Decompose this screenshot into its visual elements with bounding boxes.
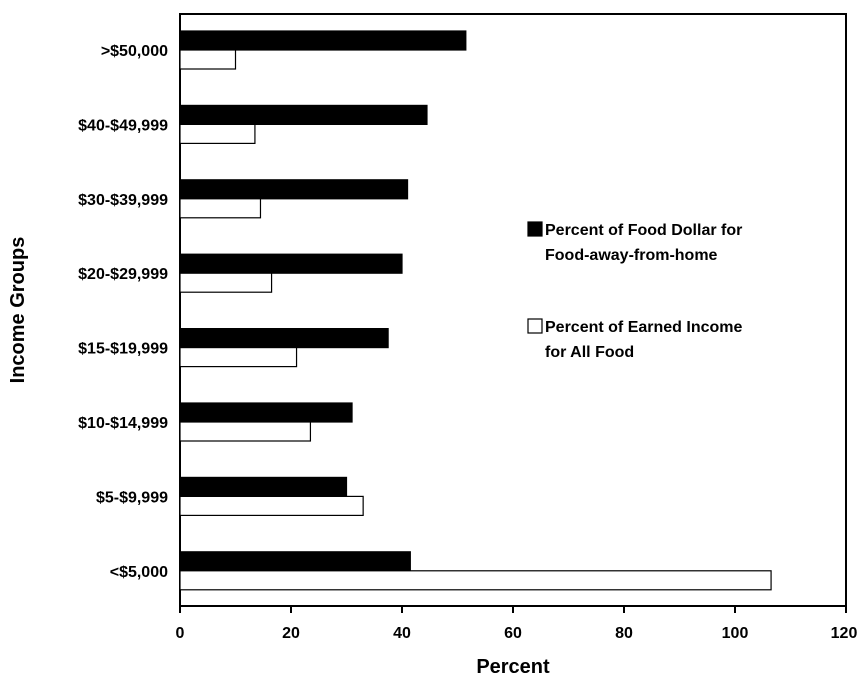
bar-food-away-50-000 xyxy=(179,30,467,51)
y-tick-label: $30-$39,999 xyxy=(78,192,168,209)
x-tick-label: 120 xyxy=(831,625,858,642)
bar-earned-income-40-49-999 xyxy=(179,123,256,145)
x-tick-label: 20 xyxy=(282,625,300,642)
y-tick-label: $10-$14,999 xyxy=(78,415,168,432)
x-axis-title: Percent xyxy=(476,656,550,678)
bars-layer xyxy=(179,30,772,591)
x-tick-label: 100 xyxy=(722,625,749,642)
y-tick-label: >$50,000 xyxy=(101,43,168,60)
x-tick-label: 40 xyxy=(393,625,411,642)
legend-swatch-food-away xyxy=(527,221,543,237)
y-tick-label: $40-$49,999 xyxy=(78,117,168,134)
x-tick-label: 60 xyxy=(504,625,522,642)
bar-earned-income-5-9-999 xyxy=(179,495,364,516)
bar-earned-income-15-19-999 xyxy=(179,347,298,368)
y-tick-label: <$5,000 xyxy=(110,564,168,581)
y-tick-label: $5-$9,999 xyxy=(96,489,168,506)
bar-food-away-20-29-999 xyxy=(179,253,403,274)
legend-item-food-away: Percent of Food Dollar for Food-away-fro… xyxy=(527,221,742,264)
legend-label-earned-income-line1: Percent of Earned Income xyxy=(545,319,742,336)
bar-food-away-30-39-999 xyxy=(179,179,409,200)
y-axis: >$50,000 $40-$49,999 $30-$39,999 $20-$29,99… xyxy=(78,43,168,581)
y-tick-label: $20-$29,999 xyxy=(78,266,168,283)
bar-food-away-10-14-999 xyxy=(179,402,353,423)
legend: Percent of Food Dollar for Food-away-fro… xyxy=(527,221,742,361)
bar-food-away-5-9-999 xyxy=(179,476,348,497)
y-axis-title: Income Groups xyxy=(7,237,29,384)
legend-label-earned-income-line2: for All Food xyxy=(545,344,634,361)
bar-earned-income-10-14-999 xyxy=(179,421,312,442)
bar-earned-income-20-29-999 xyxy=(179,272,273,293)
bar-food-away-15-19-999 xyxy=(179,328,389,349)
x-tick-label: 80 xyxy=(615,625,633,642)
legend-label-food-away-line1: Percent of Food Dollar for xyxy=(545,222,742,239)
bar-earned-income-50-000 xyxy=(179,49,237,70)
legend-swatch-earned-income xyxy=(527,318,543,334)
y-tick-label: $15-$19,999 xyxy=(78,341,168,358)
legend-item-earned-income: Percent of Earned Income for All Food xyxy=(527,318,742,361)
bar-earned-income-30-39-999 xyxy=(179,198,262,219)
bar-earned-income-5-000 xyxy=(179,570,772,591)
bar-food-away-5-000 xyxy=(179,551,411,572)
x-axis: 0 20 40 60 80 100 120 xyxy=(176,606,858,642)
bar-food-away-40-49-999 xyxy=(179,104,428,126)
plot-frame xyxy=(179,13,847,607)
legend-label-food-away-line2: Food-away-from-home xyxy=(545,247,718,264)
x-tick-label: 0 xyxy=(176,625,185,642)
